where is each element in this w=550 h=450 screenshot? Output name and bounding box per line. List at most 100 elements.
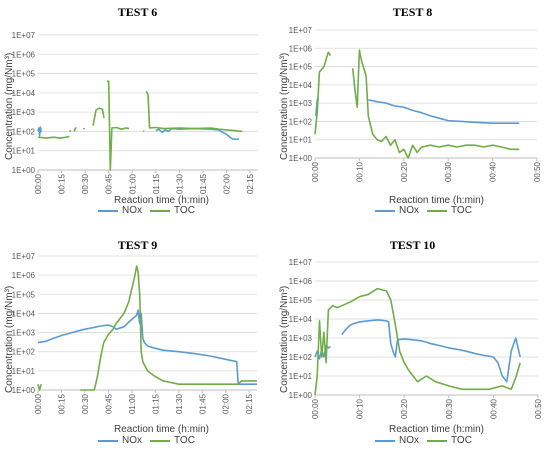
y-axis-label: Concentration (mg/Nm³) — [279, 52, 290, 160]
y-tick-label: 1E+00 — [289, 154, 313, 163]
y-tick-label: 1E+00 — [289, 391, 313, 400]
x-tick-label: 00:45 — [105, 173, 114, 194]
series-line-toc — [107, 80, 130, 171]
chart-legend: NOx TOC — [98, 435, 195, 446]
series-line-toc — [314, 51, 332, 135]
x-tick-label: 00:15 — [57, 393, 66, 414]
chart-title: TEST 8 — [392, 5, 433, 19]
x-tick-label: 01:30 — [175, 393, 184, 414]
x-tick-label: 01:15 — [152, 173, 161, 194]
y-tick-label: 1E+03 — [289, 99, 313, 108]
chart-legend: NOx TOC — [98, 205, 195, 216]
y-tick-label: 1E+02 — [289, 117, 313, 126]
legend-label-nox: NOx — [122, 435, 142, 446]
x-tick-label: 00:40 — [489, 398, 498, 419]
chart-panel-test-10: TEST 10 1E+00 1E+01 1E+02 1E+03 1E+04 1E+05 1E… — [275, 225, 550, 450]
y-axis-label: Concentration (mg/Nm³) — [4, 285, 15, 393]
chart-title: TEST 10 — [389, 238, 436, 252]
series-line-nox — [368, 99, 520, 124]
x-tick-label: 00:10 — [355, 161, 364, 182]
legend-label-toc: TOC — [174, 205, 195, 216]
y-tick-label: 1E+02 — [12, 127, 36, 136]
x-tick-label: 00:30 — [444, 161, 453, 182]
legend-swatch-nox — [375, 209, 395, 212]
x-axis-label: Reaction time (h:min) — [113, 424, 210, 435]
x-tick-label: 00:00 — [311, 161, 320, 182]
chart-plot-test-8: 1E+00 1E+01 1E+02 1E+03 1E+04 1E+05 1E+06 1E+07… — [289, 26, 542, 182]
x-tick-label: 00:50 — [533, 161, 542, 182]
y-tick-label: 1E+04 — [12, 309, 36, 318]
legend-swatch-toc — [150, 209, 170, 212]
series-line-toc — [92, 107, 105, 126]
y-tick-label: 1E+02 — [12, 348, 36, 357]
x-tick-label: 00:30 — [81, 173, 90, 194]
x-tick-label: 00:30 — [81, 393, 90, 414]
x-tick-label: 01:00 — [128, 393, 137, 414]
x-tick-label: 01:30 — [175, 173, 184, 194]
chart-panel-test-6: TEST 6 1E+00 1E+01 1E+02 1E+03 1E+04 1E+05 1E+… — [0, 0, 275, 225]
x-tick-label: 01:15 — [151, 393, 160, 414]
chart-panel-test-8: TEST 8 1E+00 1E+01 1E+02 1E+03 1E+04 1E+05 1E+… — [275, 0, 550, 225]
x-tick-label: 02:00 — [222, 393, 231, 414]
y-tick-label: 1E+04 — [289, 315, 313, 324]
x-tick-label: 02:15 — [246, 173, 255, 194]
y-tick-label: 1E+05 — [289, 63, 313, 72]
y-tick-label: 1E+04 — [12, 89, 36, 98]
y-tick-label: 1E+05 — [289, 296, 313, 305]
y-tick-label: 1E+03 — [12, 108, 36, 117]
chart-plot-test-9: 1E+00 1E+01 1E+02 1E+03 1E+04 1E+05 1E+06 1E+07… — [12, 252, 257, 414]
x-tick-label: 00:45 — [104, 393, 113, 414]
legend-label-toc: TOC — [174, 435, 195, 446]
y-axis-label: Concentration (mg/Nm³) — [279, 285, 290, 393]
y-tick-label: 1E+07 — [289, 26, 313, 35]
chart-plot-test-10: 1E+00 1E+01 1E+02 1E+03 1E+04 1E+05 1E+06 1E+07… — [289, 258, 543, 419]
x-tick-label: 00:20 — [400, 398, 409, 419]
legend-label-nox: NOx — [399, 435, 419, 446]
y-tick-label: 1E+03 — [12, 329, 36, 338]
x-axis-label: Reaction time (h:min) — [388, 195, 485, 206]
chart-plot-test-6: 1E+00 1E+01 1E+02 1E+03 1E+04 1E+05 1E+06 1E+07… — [12, 31, 258, 194]
legend-swatch-nox — [375, 439, 395, 442]
series-line-toc — [142, 130, 145, 132]
legend-label-toc: TOC — [451, 205, 472, 216]
y-tick-label: 1E+04 — [289, 81, 313, 90]
series-line-nox — [37, 126, 42, 137]
series-line-toc — [314, 287, 521, 396]
y-tick-label: 1E+02 — [289, 353, 313, 362]
chart-title: TEST 9 — [117, 238, 158, 252]
legend-label-nox: NOx — [122, 205, 142, 216]
chart-legend: NOx TOC — [375, 435, 472, 446]
y-tick-label: 1E+06 — [12, 271, 36, 280]
legend-label-toc: TOC — [451, 435, 472, 446]
x-axis-label: Reaction time (h:min) — [113, 195, 210, 206]
x-tick-label: 00:00 — [311, 398, 320, 419]
legend-swatch-nox — [98, 439, 118, 442]
series-line-nox — [37, 309, 257, 385]
legend-label-nox: NOx — [399, 205, 419, 216]
y-axis-label: Concentration (mg/Nm³) — [4, 52, 15, 160]
x-tick-label: 00:50 — [534, 398, 543, 419]
y-tick-label: 1E+06 — [289, 277, 313, 286]
legend-swatch-nox — [98, 209, 118, 212]
chart-panel-test-9: TEST 9 1E+00 1E+01 1E+02 1E+03 1E+04 1E+05 1E+… — [0, 225, 275, 450]
series-line-toc — [37, 383, 42, 391]
y-tick-label: 1E+00 — [12, 166, 36, 175]
y-tick-label: 1E+07 — [12, 252, 36, 261]
x-tick-label: 02:15 — [245, 393, 254, 414]
series-line-toc — [145, 90, 243, 133]
y-tick-label: 1E+01 — [12, 147, 36, 156]
series-line-toc — [69, 129, 72, 133]
chart-title: TEST 6 — [117, 5, 158, 19]
legend-swatch-toc — [427, 439, 447, 442]
series-line-toc — [351, 49, 520, 159]
y-tick-label: 1E+05 — [12, 70, 36, 79]
x-axis-label: Reaction time (h:min) — [388, 424, 485, 435]
y-tick-label: 1E+00 — [12, 386, 36, 395]
y-tick-label: 1E+01 — [289, 136, 313, 145]
x-tick-label: 00:00 — [34, 393, 43, 414]
series-line-toc — [82, 127, 86, 130]
x-tick-label: 01:45 — [199, 173, 208, 194]
x-tick-label: 00:30 — [445, 398, 454, 419]
chart-legend: NOx TOC — [375, 205, 472, 216]
series-line-toc — [37, 135, 70, 139]
